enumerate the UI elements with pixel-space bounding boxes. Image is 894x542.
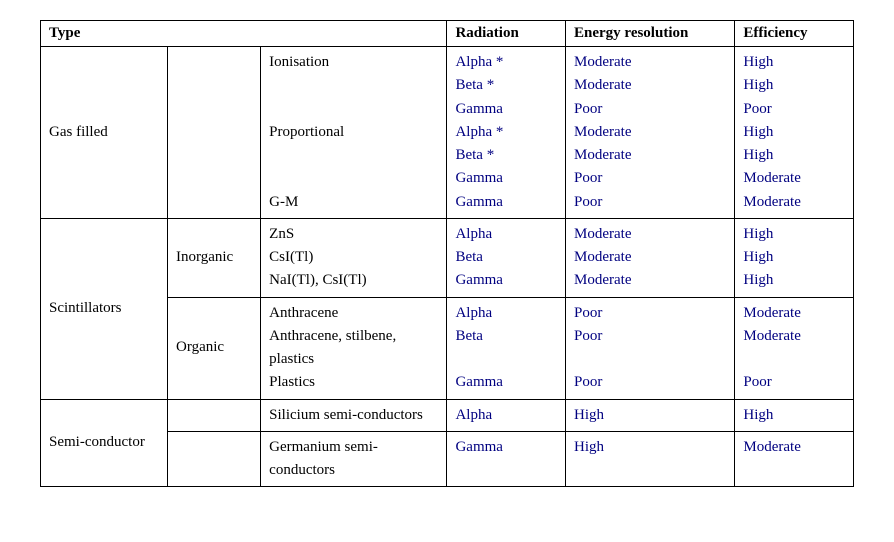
cell-value: Beta (455, 325, 557, 348)
cell-value: High (743, 404, 845, 427)
detector-cell: ZnS CsI(Tl) NaI(Tl), CsI(Tl) (261, 218, 447, 297)
cell-value: High (743, 223, 845, 246)
subgroup-label: Inorganic (168, 218, 261, 297)
subgroup-label (168, 431, 261, 487)
cell-value: Moderate (574, 223, 726, 246)
header-radiation: Radiation (447, 21, 566, 47)
cell-value: Beta * (455, 144, 557, 167)
group-label: Semi-conductor (41, 399, 168, 487)
cell-value: Alpha (455, 302, 557, 325)
group-label: Gas filled (41, 47, 168, 219)
cell-value: Moderate (574, 246, 726, 269)
efficiency-cell: Moderate (735, 431, 854, 487)
cell-value: High (743, 144, 845, 167)
cell-value: Moderate (743, 302, 845, 325)
radiation-cell: Alpha (447, 399, 566, 431)
subgroup-label: Organic (168, 297, 261, 399)
cell-value: High (743, 74, 845, 97)
efficiency-cell: Moderate Moderate Poor (735, 297, 854, 399)
cell-value: Alpha * (455, 51, 557, 74)
detector-cell: Germanium semi-conductors (261, 431, 447, 487)
subgroup-name: Inorganic (176, 246, 252, 269)
detector-cell: Ionisation Proportional G-M (261, 47, 447, 219)
cell-value: Gamma (455, 167, 557, 190)
radiation-cell: Gamma (447, 431, 566, 487)
detector-line: CsI(Tl) (269, 246, 438, 269)
cell-value: Poor (574, 98, 726, 121)
cell-value: Alpha * (455, 121, 557, 144)
page-container: Type Radiation Energy resolution Efficie… (0, 0, 894, 507)
efficiency-cell: High High Poor High High Moderate Modera… (735, 47, 854, 219)
cell-value: Beta (455, 246, 557, 269)
cell-value: High (574, 404, 726, 427)
cell-value: Alpha (455, 223, 557, 246)
cell-value: Moderate (574, 121, 726, 144)
cell-value: High (743, 121, 845, 144)
detector-line: Anthracene (269, 302, 438, 325)
cell-value: Poor (743, 371, 845, 394)
detector-cell: Silicium semi-conductors (261, 399, 447, 431)
radiation-cell: Alpha Beta Gamma (447, 297, 566, 399)
detector-line: Ionisation (269, 51, 438, 74)
header-efficiency: Efficiency (735, 21, 854, 47)
energy-resolution-cell: Moderate Moderate Poor Moderate Moderate… (566, 47, 735, 219)
subgroup-label (168, 47, 261, 219)
detector-line: G-M (269, 191, 438, 214)
cell-value: High (743, 246, 845, 269)
energy-resolution-cell: Moderate Moderate Moderate (566, 218, 735, 297)
detector-line: Germanium semi-conductors (269, 436, 438, 483)
subgroup-name: Organic (176, 336, 252, 359)
energy-resolution-cell: High (566, 399, 735, 431)
cell-value: Poor (574, 371, 726, 394)
table-row: Scintillators Inorganic ZnS CsI(Tl) NaI(… (41, 218, 854, 297)
cell-value: Gamma (455, 191, 557, 214)
cell-value: Moderate (574, 144, 726, 167)
radiation-cell: Alpha * Beta * Gamma Alpha * Beta * Gamm… (447, 47, 566, 219)
group-name: Scintillators (49, 297, 159, 320)
cell-value: High (743, 51, 845, 74)
cell-value: Moderate (574, 51, 726, 74)
group-name: Gas filled (49, 121, 159, 144)
group-name: Semi-conductor (49, 431, 159, 454)
efficiency-cell: High (735, 399, 854, 431)
header-energy-resolution: Energy resolution (566, 21, 735, 47)
table-row: Semi-conductor Silicium semi-conductors … (41, 399, 854, 431)
detector-table: Type Radiation Energy resolution Efficie… (40, 20, 854, 487)
cell-value: High (743, 269, 845, 292)
energy-resolution-cell: Poor Poor Poor (566, 297, 735, 399)
table-header-row: Type Radiation Energy resolution Efficie… (41, 21, 854, 47)
cell-value: Poor (574, 191, 726, 214)
cell-value: Moderate (574, 269, 726, 292)
cell-value: Moderate (743, 167, 845, 190)
cell-value: High (574, 436, 726, 459)
cell-value: Gamma (455, 371, 557, 394)
detector-cell: Anthracene Anthracene, stilbene, plastic… (261, 297, 447, 399)
cell-value: Moderate (743, 191, 845, 214)
cell-value: Poor (574, 167, 726, 190)
table-row: Gas filled Ionisation Proportional G-M A… (41, 47, 854, 219)
group-label: Scintillators (41, 218, 168, 399)
cell-value: Moderate (743, 436, 845, 459)
cell-value: Poor (574, 302, 726, 325)
cell-value: Alpha (455, 404, 557, 427)
detector-line: NaI(Tl), CsI(Tl) (269, 269, 438, 292)
cell-value: Poor (743, 98, 845, 121)
cell-value: Gamma (455, 269, 557, 292)
efficiency-cell: High High High (735, 218, 854, 297)
detector-line: Plastics (269, 371, 438, 394)
subgroup-label (168, 399, 261, 431)
detector-line: Proportional (269, 121, 438, 144)
detector-line: Anthracene, stilbene, plastics (269, 325, 438, 372)
cell-value: Poor (574, 325, 726, 348)
detector-line: ZnS (269, 223, 438, 246)
energy-resolution-cell: High (566, 431, 735, 487)
detector-line: Silicium semi-conductors (269, 404, 438, 427)
radiation-cell: Alpha Beta Gamma (447, 218, 566, 297)
cell-value: Gamma (455, 98, 557, 121)
cell-value: Moderate (743, 325, 845, 348)
header-type: Type (41, 21, 447, 47)
cell-value: Gamma (455, 436, 557, 459)
cell-value: Moderate (574, 74, 726, 97)
cell-value: Beta * (455, 74, 557, 97)
